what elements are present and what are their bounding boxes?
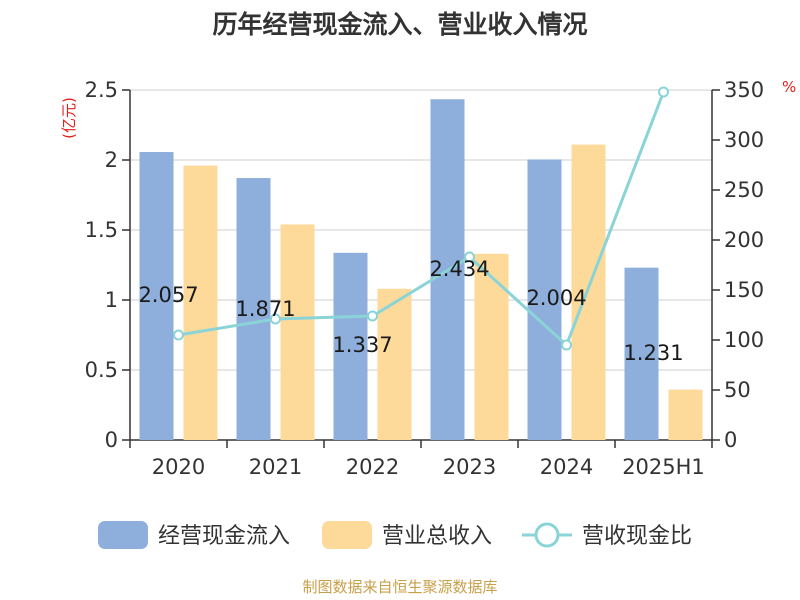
bar-营业总收入: [377, 288, 412, 440]
bar-营业总收入: [474, 253, 509, 440]
ratio-point: [173, 329, 184, 341]
bar-营业总收入: [668, 389, 703, 440]
right-tick-label: 300: [724, 128, 764, 152]
left-axis-unit: (亿元): [60, 97, 78, 139]
right-axis-unit: %: [782, 78, 796, 96]
legend[interactable]: 经营现金流入 营业总收入 营收现金比: [98, 521, 692, 549]
ratio-point: [367, 310, 378, 322]
x-tick-label: 2024: [540, 455, 593, 479]
right-tick-label: 0: [724, 428, 737, 452]
bar-经营现金流入: [333, 252, 368, 440]
ratio-point: [561, 339, 572, 351]
ratio-point: [658, 86, 669, 98]
legend-marker: [534, 522, 560, 548]
ratio-point: [464, 251, 475, 263]
bar-经营现金流入: [527, 159, 562, 440]
bar-经营现金流入: [236, 178, 271, 440]
bar-营业总收入: [280, 224, 315, 440]
data-label: 2.057: [138, 283, 198, 307]
left-tick-label: 0: [105, 428, 118, 452]
bar-经营现金流入: [139, 152, 174, 440]
left-tick-label: 1.5: [85, 218, 118, 242]
legend-item-营业总收入[interactable]: 营业总收入: [322, 521, 492, 549]
legend-label: 经营现金流入: [158, 524, 290, 549]
x-tick-label: 2022: [346, 455, 399, 479]
grid: [130, 89, 712, 371]
right-tick-label: 100: [724, 328, 764, 352]
right-tick-label: 350: [724, 78, 764, 102]
data-label: 2.434: [429, 257, 489, 281]
data-label: 1.871: [235, 297, 295, 321]
bar-经营现金流入: [624, 267, 659, 440]
data-labels: 2.057 1.871 1.337 2.434 2.004 1.231: [138, 257, 683, 365]
x-tick-label: 2020: [152, 455, 205, 479]
data-label: 2.004: [526, 286, 586, 310]
legend-label: 营收现金比: [582, 524, 692, 549]
legend-swatch: [322, 521, 372, 549]
data-label: 1.231: [623, 341, 683, 365]
x-tick-label: 2023: [443, 455, 496, 479]
left-tick-label: 2: [105, 148, 118, 172]
bar-营业总收入: [571, 144, 606, 440]
right-tick-label: 150: [724, 278, 764, 302]
left-tick-label: 2.5: [85, 78, 118, 102]
bar-营业总收入: [183, 165, 218, 440]
bars: [139, 99, 703, 441]
legend-item-营收现金比[interactable]: 营收现金比: [522, 522, 692, 549]
legend-item-经营现金流入[interactable]: 经营现金流入: [98, 521, 290, 549]
x-tick-label: 2025H1: [622, 455, 705, 479]
left-tick-label: 0.5: [85, 358, 118, 382]
ratio-point: [270, 313, 281, 325]
right-tick-label: 250: [724, 178, 764, 202]
legend-swatch: [98, 521, 148, 549]
chart-title: 历年经营现金流入、营业收入情况: [212, 10, 587, 39]
axes: 0 0.5 1 1.5 2 2.5 0 50 100 150 200 250 300 350 2020 202…: [85, 78, 765, 479]
legend-label: 营业总收入: [382, 524, 492, 549]
ratio-line: [178, 91, 665, 348]
right-tick-label: 50: [724, 378, 751, 402]
left-tick-label: 1: [105, 288, 118, 312]
data-label: 1.337: [332, 333, 392, 357]
line-series: [173, 86, 669, 351]
x-tick-label: 2021: [249, 455, 302, 479]
source-note: 制图数据来自恒生聚源数据库: [302, 578, 497, 596]
right-tick-label: 200: [724, 228, 764, 252]
